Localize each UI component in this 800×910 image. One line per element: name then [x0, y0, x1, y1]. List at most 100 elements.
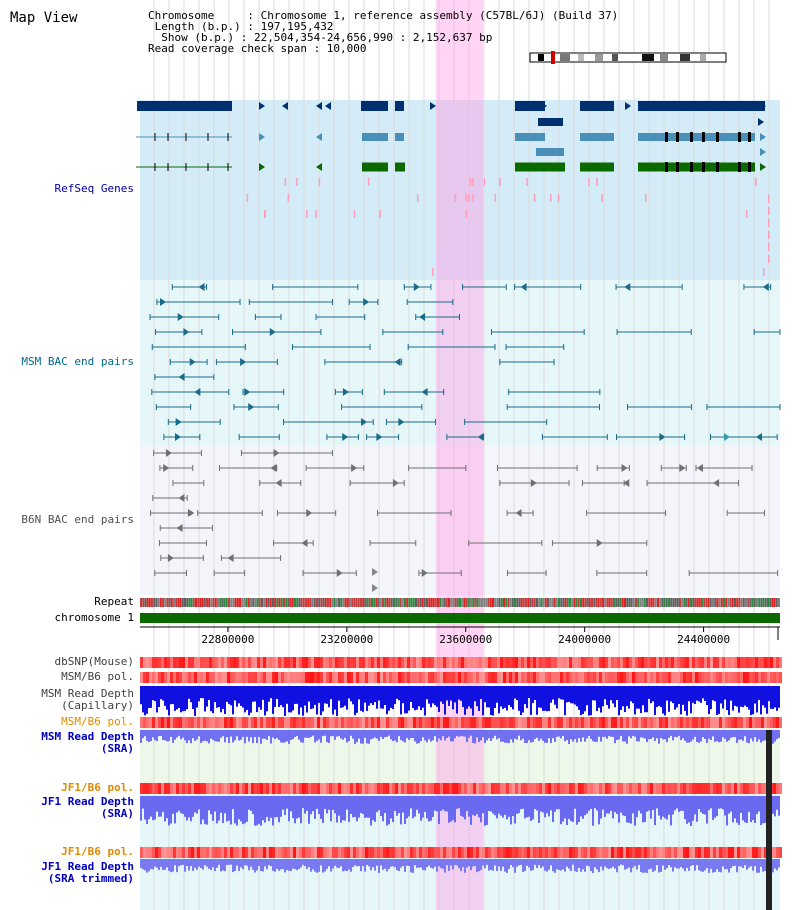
track-label-refseq[interactable]: RefSeq Genes [54, 182, 134, 195]
jf1-sra-depth-bar [568, 796, 570, 819]
jf1-b6-pol-cell [176, 847, 179, 858]
jf1-b6-pol-cell [353, 783, 356, 794]
dbsnp-cell [557, 657, 560, 668]
track-label-repeat[interactable]: Repeat [94, 595, 134, 608]
msm-sra-depth-bar [440, 730, 442, 741]
dbsnp-cell [164, 657, 167, 668]
track-label-b6n-bac[interactable]: B6N BAC end pairs [21, 513, 134, 526]
track-label-msm-bac[interactable]: MSM BAC end pairs [21, 355, 134, 368]
msm-capillary-depth-bar [744, 686, 746, 706]
msm-b6-pol-cell [767, 717, 770, 728]
jf1-b6-pol-cell [185, 783, 188, 794]
dbsnp-cell [416, 657, 419, 668]
jf1-sra-depth-bar [440, 796, 442, 811]
jf1-trimmed-depth-bar [436, 859, 438, 872]
repeat-element [316, 598, 318, 607]
repeat-element [639, 598, 642, 607]
jf1-sra-depth-bar [642, 796, 644, 823]
jf1-b6-pol-cell [446, 847, 449, 858]
jf1-b6-pol-cell [269, 783, 272, 794]
msm-sra-depth-bar [200, 730, 202, 743]
jf1-b6-pol-cell [263, 783, 266, 794]
msm-b6-pol-cell [281, 672, 284, 683]
track-label-jf1-b6-pol-2[interactable]: JF1/B6 pol. [61, 845, 134, 858]
dbsnp-cell [776, 657, 779, 668]
jf1-b6-pol-cell [545, 783, 548, 794]
repeat-element [239, 598, 241, 607]
msm-b6-pol-cell [644, 717, 647, 728]
track-label-chromosome[interactable]: chromosome 1 [54, 611, 134, 624]
repeat-element [355, 598, 358, 607]
jf1-trimmed-depth-bar [536, 859, 538, 869]
gene-block [395, 162, 405, 172]
msm-sra-depth-bar [700, 730, 702, 742]
msm-capillary-depth-bar [394, 686, 396, 705]
msm-sra-depth-bar [608, 730, 610, 737]
b6n-bac-end-mark [696, 464, 703, 472]
jf1-b6-pol-cell [764, 847, 767, 858]
track-label-dbsnp[interactable]: dbSNP(Mouse) [54, 655, 134, 668]
jf1-sra-depth-bar [504, 796, 506, 815]
jf1-b6-pol-cell [266, 847, 269, 858]
track-label-jf1-read-depth-sra[interactable]: JF1 Read Depth (SRA) [0, 796, 134, 820]
track-label-jf1-b6-pol-1[interactable]: JF1/B6 pol. [61, 781, 134, 794]
jf1-trimmed-depth-bar [154, 859, 156, 867]
jf1-trimmed-depth-bar [604, 859, 606, 867]
dbsnp-cell [671, 657, 674, 668]
repeat-element [181, 598, 184, 607]
jf1-sra-depth-bar [324, 796, 326, 809]
repeat-element [170, 598, 173, 607]
jf1-b6-pol-cell [143, 783, 146, 794]
msm-b6-pol-cell [152, 672, 155, 683]
msm-capillary-depth-bar [216, 686, 218, 708]
dbsnp-cell [230, 657, 233, 668]
track-label-msm-b6-pol-2[interactable]: MSM/B6 pol. [61, 715, 134, 728]
track-label-msm-b6-pol-1[interactable]: MSM/B6 pol. [61, 670, 134, 683]
msm-sra-depth-bar [444, 730, 446, 741]
jf1-trimmed-depth-bar [608, 859, 610, 869]
jf1-b6-pol-cell [464, 783, 467, 794]
jf1-b6-pol-cell [503, 783, 506, 794]
msm-b6-pol-cell [521, 717, 524, 728]
msm-sra-depth-bar [384, 730, 386, 738]
repeat-element [767, 598, 769, 607]
repeat-element [221, 598, 224, 607]
jf1-trimmed-depth-bar [398, 859, 400, 871]
jf1-b6-pol-cell [437, 783, 440, 794]
jf1-b6-pol-cell [512, 847, 515, 858]
msm-capillary-depth-bar [736, 686, 738, 707]
msm-sra-depth-bar [364, 730, 366, 738]
track-label-msm-read-depth-sra[interactable]: MSM Read Depth (SRA) [0, 731, 134, 755]
track-label-jf1-read-depth-trimmed[interactable]: JF1 Read Depth (SRA trimmed) [0, 861, 134, 885]
dbsnp-cell [617, 657, 620, 668]
jf1-b6-pol-cell [740, 783, 743, 794]
msm-sra-depth-bar [506, 730, 508, 743]
jf1-trimmed-depth-bar [754, 859, 756, 867]
jf1-b6-pol-cell [143, 847, 146, 858]
msm-b6-pol-cell [320, 672, 323, 683]
msm-sra-depth-bar [250, 730, 252, 738]
jf1-sra-depth-bar [448, 796, 450, 823]
msm-b6-pol-cell [359, 672, 362, 683]
repeat-element [588, 598, 591, 607]
jf1-sra-depth-bar [462, 796, 464, 817]
msm-capillary-depth-bar [254, 686, 256, 702]
msm-bac-end-mark [762, 283, 769, 291]
jf1-sra-depth-bar [258, 796, 260, 824]
msm-b6-pol-cell [488, 672, 491, 683]
repeat-element [393, 598, 395, 607]
dbsnp-cell [302, 657, 305, 668]
jf1-sra-depth-bar [526, 796, 528, 818]
jf1-b6-pol-cell [200, 847, 203, 858]
track-label-msm-read-depth-capillary[interactable]: MSM Read Depth (Capillary) [0, 688, 134, 712]
msm-b6-pol-cell [749, 672, 752, 683]
msm-b6-pol-cell [605, 672, 608, 683]
repeat-element [294, 598, 296, 607]
dbsnp-cell [332, 657, 335, 668]
repeat-element [408, 598, 411, 607]
jf1-b6-pol-cell [731, 847, 734, 858]
jf1-trimmed-depth-bar [556, 859, 558, 870]
jf1-sra-depth-bar [466, 796, 468, 811]
jf1-b6-pol-cell [641, 847, 644, 858]
